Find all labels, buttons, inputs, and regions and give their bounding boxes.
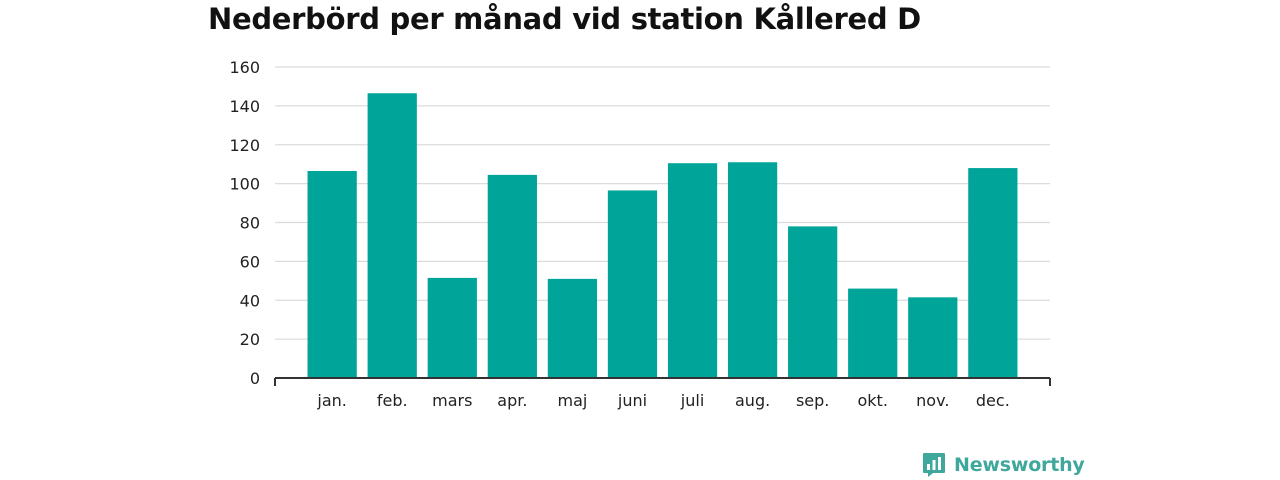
- bar-juni: [607, 190, 658, 378]
- x-tick-label: maj: [557, 391, 587, 410]
- y-tick-label: 80: [240, 214, 260, 233]
- bar-sep: [788, 226, 838, 378]
- bar-juli: [667, 163, 718, 378]
- y-tick-label: 0: [250, 369, 260, 388]
- x-tick-label: jan.: [316, 391, 346, 410]
- x-tick-label: dec.: [976, 391, 1010, 410]
- y-axis-ticks: 0 20 40 60 80 100 120 140 160: [229, 58, 260, 388]
- bar-apr: [487, 174, 537, 378]
- x-tick-label: sep.: [796, 391, 829, 410]
- chart-title: Nederbörd per månad vid station Kållered…: [208, 2, 921, 36]
- bars: [307, 93, 1018, 378]
- bar-maj: [547, 278, 598, 378]
- x-axis-ticks: jan. feb. mars apr. maj juni juli aug. sep. okt. n…: [316, 391, 1009, 410]
- bar-feb: [367, 93, 417, 378]
- y-tick-label: 160: [229, 58, 260, 77]
- x-tick-label: apr.: [497, 391, 527, 410]
- x-tick-label: mars: [432, 391, 472, 410]
- y-tick-label: 40: [240, 291, 260, 310]
- bar-mars: [427, 277, 477, 378]
- x-tick-label: nov.: [916, 391, 949, 410]
- y-tick-label: 140: [229, 97, 260, 116]
- y-tick-label: 100: [229, 175, 260, 194]
- newsworthy-chart-bubble-icon: [923, 453, 945, 477]
- bar-okt: [848, 288, 898, 378]
- y-tick-label: 20: [240, 330, 260, 349]
- bar-dec: [968, 168, 1018, 378]
- x-tick-label: aug.: [735, 391, 770, 410]
- brand-name: Newsworthy: [954, 454, 1085, 476]
- bar-nov: [908, 297, 958, 378]
- x-tick-label: okt.: [858, 391, 888, 410]
- y-tick-label: 120: [229, 136, 260, 155]
- newsworthy-logo: Newsworthy: [922, 450, 1085, 480]
- x-tick-label: juli: [680, 391, 704, 410]
- x-tick-label: juni: [617, 391, 647, 410]
- bar-jan: [307, 170, 357, 378]
- x-axis: [274, 377, 1051, 386]
- y-tick-label: 60: [240, 252, 260, 271]
- x-tick-label: feb.: [377, 391, 408, 410]
- bar-aug: [727, 162, 778, 378]
